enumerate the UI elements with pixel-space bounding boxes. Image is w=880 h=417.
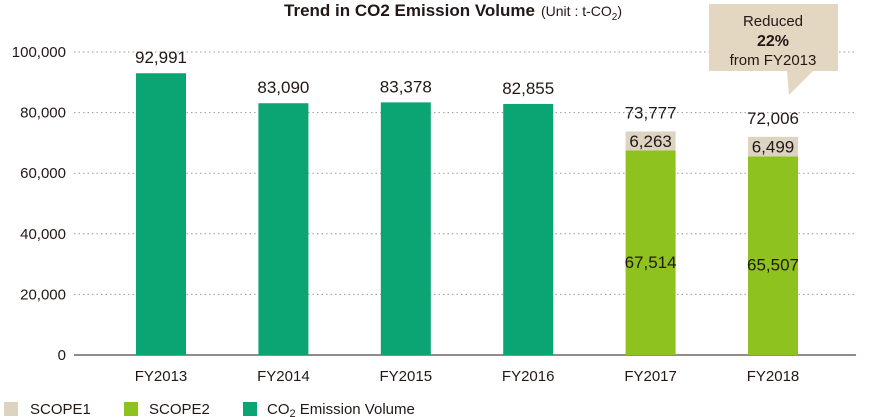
bar-scope2 xyxy=(625,150,676,355)
bar-value-label: 83,090 xyxy=(257,78,309,97)
bar-value-label: 92,991 xyxy=(135,48,187,67)
chart-unit: (Unit : t-CO2) xyxy=(541,3,622,23)
legend: SCOPE1 SCOPE2 CO2 Emission Volume xyxy=(4,401,415,417)
legend-swatch-scope1 xyxy=(4,402,18,416)
bar-scope1 xyxy=(748,136,798,157)
callout-bubble xyxy=(709,4,838,95)
scope1-value-label: 6,263 xyxy=(629,132,672,151)
chart-title: Trend in CO2 Emission Volume xyxy=(284,1,535,20)
bar-co2-emission xyxy=(136,73,186,355)
callout-line1: Reduced xyxy=(743,13,803,30)
bars: 92,991 83,090 83,378 82,855 6,263 67,514 73,77… xyxy=(135,48,799,356)
y-tick-label: 60,000 xyxy=(20,165,66,182)
x-tick-label: FY2017 xyxy=(624,368,677,385)
x-tick-label: FY2013 xyxy=(135,368,188,385)
total-value-label: 73,777 xyxy=(625,103,677,122)
chart-unit-subscript: 2 xyxy=(612,12,618,23)
legend-swatch-scope2 xyxy=(124,402,138,416)
y-tick-label: 20,000 xyxy=(20,286,66,303)
bar-value-label: 82,855 xyxy=(502,79,554,98)
total-value-label: 72,006 xyxy=(747,109,799,128)
legend-swatch-co2 xyxy=(243,402,257,416)
x-axis-ticks: FY2013 FY2014 FY2015 FY2016 FY2017 FY2018 xyxy=(135,368,800,385)
bar-co2-emission xyxy=(380,102,431,356)
y-tick-label: 80,000 xyxy=(20,105,66,122)
x-tick-label: FY2015 xyxy=(380,368,433,385)
legend-label-scope1: SCOPE1 xyxy=(30,401,91,417)
legend-label-scope2: SCOPE2 xyxy=(149,401,210,417)
bar-co2-emission xyxy=(258,103,309,355)
scope1-value-label: 6,499 xyxy=(752,138,795,157)
legend-label-co2: CO2 Emission Volume xyxy=(267,401,415,417)
bar-scope2 xyxy=(748,156,798,355)
bar-co2-emission xyxy=(503,103,554,356)
reduction-callout: Reduced 22% from FY2013 xyxy=(709,4,838,95)
y-tick-label: 0 xyxy=(58,347,66,364)
x-tick-label: FY2014 xyxy=(257,368,310,385)
bar-value-label: 83,378 xyxy=(380,77,432,96)
gridlines xyxy=(74,51,856,295)
callout-percent: 22% xyxy=(757,33,789,50)
callout-line3: from FY2013 xyxy=(730,52,817,69)
legend-label-co2-subscript: 2 xyxy=(290,408,296,417)
y-tick-label: 40,000 xyxy=(20,226,66,243)
scope2-value-label: 67,514 xyxy=(625,253,677,272)
bar-scope1 xyxy=(625,131,676,151)
y-tick-label: 100,000 xyxy=(12,44,66,61)
y-axis-ticks: 0 20,000 40,000 60,000 80,000 100,000 xyxy=(12,44,66,364)
x-tick-label: FY2018 xyxy=(747,368,800,385)
scope2-value-label: 65,507 xyxy=(747,256,799,275)
x-tick-label: FY2016 xyxy=(502,368,555,385)
